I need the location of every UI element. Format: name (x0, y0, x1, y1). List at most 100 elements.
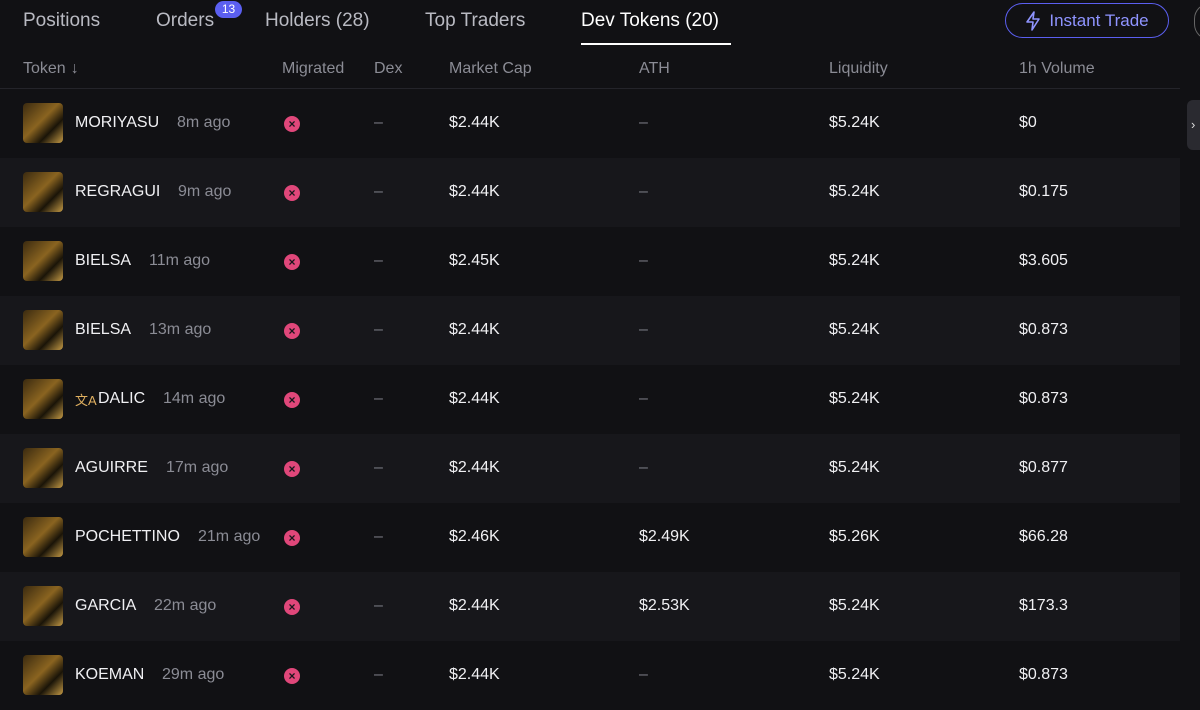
column-header[interactable]: Dex (374, 60, 403, 77)
migrated-icon: × (284, 461, 300, 477)
token-avatar (23, 517, 63, 557)
volume: $0.873 (1019, 666, 1068, 683)
drag-handle: ⋮ (1195, 361, 1200, 373)
bolt-icon (1026, 10, 1041, 31)
token-avatar (23, 172, 63, 212)
tab[interactable]: Holders (28) (265, 10, 370, 31)
token-avatar (23, 379, 63, 419)
token-name: BIELSA (75, 252, 132, 269)
orders-badge: 13 (215, 1, 242, 18)
column-header[interactable]: Token ↓ (23, 60, 79, 77)
ath: – (639, 114, 648, 131)
token-name: AGUIRRE (75, 459, 148, 476)
liquidity: $5.24K (829, 459, 880, 476)
migrated-icon: × (284, 254, 300, 270)
dex: – (374, 183, 383, 200)
table-row[interactable]: KOEMAN 29m ago × – $2.44K – $5.24K $0.873 (0, 641, 1180, 710)
ath: – (639, 321, 648, 338)
token-age: 13m ago (149, 321, 212, 338)
ath: – (639, 183, 648, 200)
market-cap: $2.45K (449, 252, 500, 269)
token-avatar (23, 448, 63, 488)
token-name: BIELSA (75, 321, 132, 338)
table-row[interactable]: BIELSA 11m ago × – $2.45K – $5.24K $3.605 (0, 227, 1180, 296)
dex: – (374, 666, 383, 683)
ath: – (639, 666, 648, 683)
token-age: 8m ago (177, 114, 231, 131)
volume: $66.28 (1019, 528, 1068, 545)
market-cap: $2.46K (449, 528, 500, 545)
token-age: 29m ago (162, 666, 225, 683)
ath: – (639, 459, 648, 476)
tab[interactable]: Top Traders (425, 10, 526, 31)
active-tab-underline (581, 43, 731, 45)
column-header[interactable]: 1h Volume (1019, 60, 1095, 77)
column-header[interactable]: Migrated (282, 60, 345, 77)
table-row[interactable]: 文A DALIC 14m ago × – $2.44K – $5.24K $0.873 (0, 365, 1180, 434)
dex: – (374, 252, 383, 269)
token-age: 9m ago (178, 183, 232, 200)
ath: – (639, 390, 648, 407)
migrated-icon: × (284, 116, 300, 132)
side-toggle[interactable]: › (1187, 100, 1200, 150)
volume: $173.3 (1019, 597, 1068, 614)
liquidity: $5.26K (829, 528, 880, 545)
column-header[interactable]: ATH (639, 60, 670, 77)
market-cap: $2.44K (449, 459, 500, 476)
liquidity: $5.24K (829, 321, 880, 338)
liquidity: $5.24K (829, 666, 880, 683)
table-row[interactable]: AGUIRRE 17m ago × – $2.44K – $5.24K $0.877 (0, 434, 1180, 503)
liquidity: $5.24K (829, 183, 880, 200)
tab[interactable]: Orders (156, 10, 215, 31)
table-row[interactable]: GARCIA 22m ago × – $2.44K $2.53K $5.24K $173.3 (0, 572, 1180, 641)
token-name: GARCIA (75, 597, 137, 614)
market-cap: $2.44K (449, 321, 500, 338)
table-row[interactable]: POCHETTINO 21m ago × – $2.46K $2.49K $5.26K $66… (0, 503, 1180, 572)
liquidity: $5.24K (829, 597, 880, 614)
market-cap: $2.44K (449, 183, 500, 200)
tab[interactable]: Positions (23, 10, 101, 31)
dex: – (374, 597, 383, 614)
table-row[interactable]: MORIYASU 8m ago × – $2.44K – $5.24K $0 (0, 89, 1180, 158)
token-name: POCHETTINO (75, 528, 180, 545)
sort-arrow: ↓ (70, 60, 79, 77)
token-avatar (23, 103, 63, 143)
page: {"tabs": {"items": ["Positions", "Orders… (0, 1, 1200, 695)
migrated-icon: × (284, 323, 300, 339)
volume: $0.877 (1019, 459, 1068, 476)
liquidity: $5.24K (829, 252, 880, 269)
dex: – (374, 321, 383, 338)
table-row[interactable]: BIELSA 13m ago × – $2.44K – $5.24K $0.873 (0, 296, 1180, 365)
volume: $0.175 (1019, 183, 1068, 200)
volume: $0.873 (1019, 390, 1068, 407)
table-row[interactable]: REGRAGUI 9m ago × – $2.44K – $5.24K $0.175 (0, 158, 1180, 227)
migrated-icon: × (284, 668, 300, 684)
token-name: REGRAGUI (75, 183, 161, 200)
extra-button[interactable] (1194, 3, 1200, 40)
ath: $2.49K (639, 528, 690, 545)
translate-icon: 文A (75, 393, 97, 408)
token-age: 14m ago (163, 390, 226, 407)
tab[interactable]: Dev Tokens (20) (581, 10, 719, 31)
market-cap: $2.44K (449, 390, 500, 407)
column-header[interactable]: Market Cap (449, 60, 532, 77)
dex: – (374, 528, 383, 545)
header-divider (0, 88, 1180, 89)
volume: $0.873 (1019, 321, 1068, 338)
ath: $2.53K (639, 597, 690, 614)
market-cap: $2.44K (449, 666, 500, 683)
token-age: 11m ago (149, 252, 211, 269)
token-age: 22m ago (154, 597, 217, 614)
market-cap: $2.44K (449, 597, 500, 614)
instant-trade-button[interactable]: Instant Trade (1005, 3, 1169, 38)
dex: – (374, 390, 383, 407)
migrated-icon: × (284, 530, 300, 546)
dex: – (374, 459, 383, 476)
volume: $0 (1019, 114, 1037, 131)
column-header[interactable]: Liquidity (829, 60, 888, 77)
migrated-icon: × (284, 185, 300, 201)
volume: $3.605 (1019, 252, 1068, 269)
token-name: DALIC (98, 390, 146, 407)
token-name: KOEMAN (75, 666, 145, 683)
liquidity: $5.24K (829, 390, 880, 407)
